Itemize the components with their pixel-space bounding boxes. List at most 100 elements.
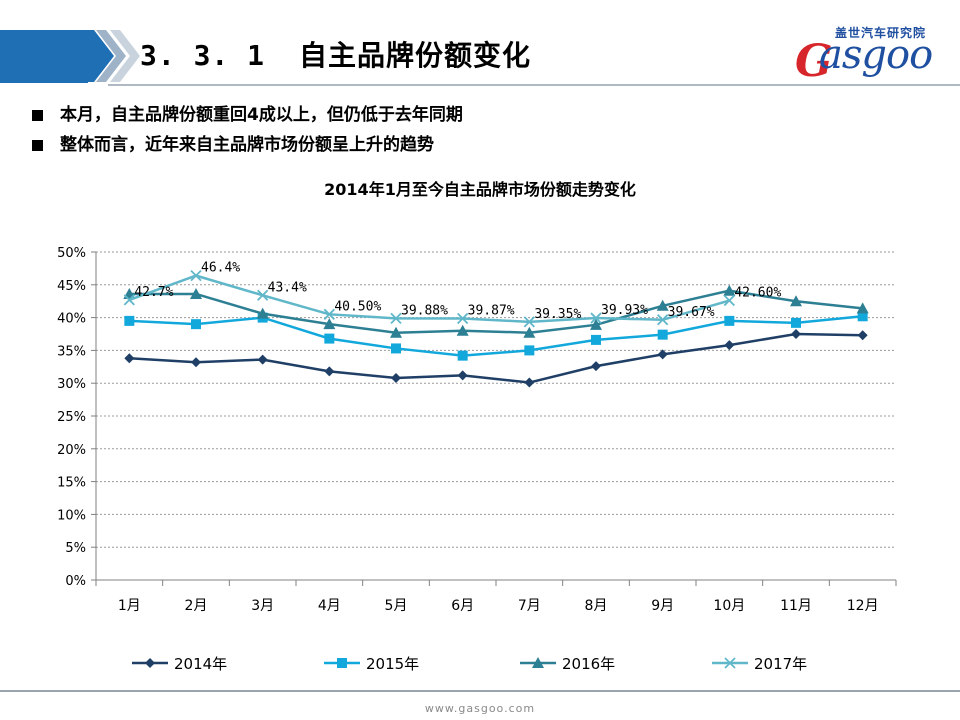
data-point [723, 284, 736, 296]
data-point [657, 329, 668, 340]
data-point [791, 317, 801, 328]
data-point [723, 294, 735, 307]
data-point [591, 334, 601, 345]
data-label: 46.4% [201, 261, 240, 276]
data-point [256, 307, 269, 319]
data-point [190, 269, 202, 282]
data-point [323, 308, 335, 320]
data-point [390, 312, 402, 325]
data-point [857, 311, 868, 322]
data-point [324, 333, 335, 344]
brand-logo: 盖世汽车研究院 G asgoo [795, 24, 955, 87]
data-point [323, 318, 336, 330]
data-label: 42.7% [134, 285, 173, 300]
data-label: 39.35% [534, 307, 581, 322]
data-point [532, 657, 544, 668]
data-point [145, 658, 155, 668]
data-point [191, 357, 201, 368]
data-label: 39.93% [601, 303, 648, 318]
legend-label: 2017年 [754, 655, 807, 673]
y-tick-label: 40% [57, 312, 86, 327]
data-label: 42.60% [734, 286, 781, 301]
data-point [391, 343, 401, 354]
brand-cn-name: 盖世汽车研究院 [835, 26, 927, 40]
y-tick-label: 5% [65, 541, 86, 556]
data-point [123, 294, 135, 306]
x-tick-label: 9月 [651, 598, 674, 614]
section-number: 3. 3. 1 [140, 39, 266, 72]
bullet-list: 本月，自主品牌份额重回4成以上，但仍低于去年同期 整体而言，近年来自主品牌市场份… [32, 100, 463, 160]
data-point [457, 370, 468, 381]
x-tick-label: 12月 [847, 598, 879, 614]
series-line [129, 315, 863, 357]
data-point [724, 340, 735, 351]
bullet-text: 整体而言，近年来自主品牌市场份额呈上升的趋势 [60, 135, 434, 155]
data-point [723, 294, 735, 307]
legend-label: 2014年 [174, 655, 227, 673]
y-tick-label: 20% [57, 443, 86, 458]
y-tick-label: 25% [57, 410, 86, 425]
data-point [790, 295, 802, 307]
data-point [257, 354, 268, 365]
data-point [257, 289, 269, 301]
x-tick-label: 1月 [118, 598, 141, 614]
bullet-item: 整体而言，近年来自主品牌市场份额呈上升的趋势 [32, 130, 463, 160]
data-point [590, 318, 602, 330]
header-accent-block [0, 30, 88, 83]
chart-title: 2014年1月至今自主品牌市场份额走势变化 [324, 180, 636, 199]
x-tick-label: 4月 [318, 598, 341, 614]
data-point [457, 312, 469, 325]
data-point [123, 294, 135, 306]
bullet-text: 本月，自主品牌份额重回4成以上，但仍低于去年同期 [60, 105, 463, 125]
legend-label: 2016年 [562, 655, 615, 673]
y-tick-label: 30% [57, 377, 86, 392]
data-point [456, 324, 469, 336]
y-tick-label: 45% [57, 279, 86, 294]
series-line [129, 289, 863, 334]
series-line [129, 332, 863, 384]
data-point [191, 319, 201, 330]
data-point [124, 315, 135, 326]
bullet-square-icon [32, 110, 43, 121]
header-chevrons [80, 30, 140, 82]
data-point [324, 366, 335, 377]
y-tick-label: 10% [57, 508, 86, 523]
x-tick-label: 3月 [251, 598, 274, 614]
x-tick-label: 6月 [451, 598, 474, 614]
brand-logo-g: G [795, 36, 833, 87]
bullet-square-icon [32, 140, 43, 151]
page-title: 3. 3. 1 自主品牌份额变化 [140, 34, 531, 74]
series-line [128, 274, 730, 324]
data-point [724, 657, 736, 669]
x-tick-label: 11月 [780, 598, 812, 614]
data-point [724, 315, 735, 326]
data-point [190, 287, 202, 299]
legend-label: 2015年 [366, 655, 419, 673]
data-point [257, 289, 269, 301]
data-point [457, 312, 469, 325]
footer-divider [0, 690, 960, 692]
header-divider [108, 84, 960, 86]
data-point [523, 316, 535, 328]
x-tick-label: 8月 [585, 598, 608, 614]
data-point [657, 314, 669, 326]
data-point [257, 312, 268, 323]
data-point [323, 308, 335, 320]
data-point [390, 312, 402, 325]
data-point [657, 314, 669, 326]
data-point [523, 316, 535, 328]
data-point [591, 361, 601, 372]
data-point [724, 657, 736, 669]
x-tick-label: 7月 [518, 598, 541, 614]
y-tick-label: 0% [65, 574, 86, 589]
data-point [523, 326, 536, 338]
data-point [856, 302, 869, 314]
y-tick-label: 35% [57, 344, 86, 359]
data-label: 43.4% [268, 280, 307, 295]
x-tick-label: 5月 [385, 598, 408, 614]
data-point [123, 287, 136, 299]
y-tick-label: 15% [57, 476, 86, 491]
footer-url: www.gasgoo.com [424, 702, 536, 715]
data-point [656, 299, 669, 311]
data-point [524, 377, 535, 388]
